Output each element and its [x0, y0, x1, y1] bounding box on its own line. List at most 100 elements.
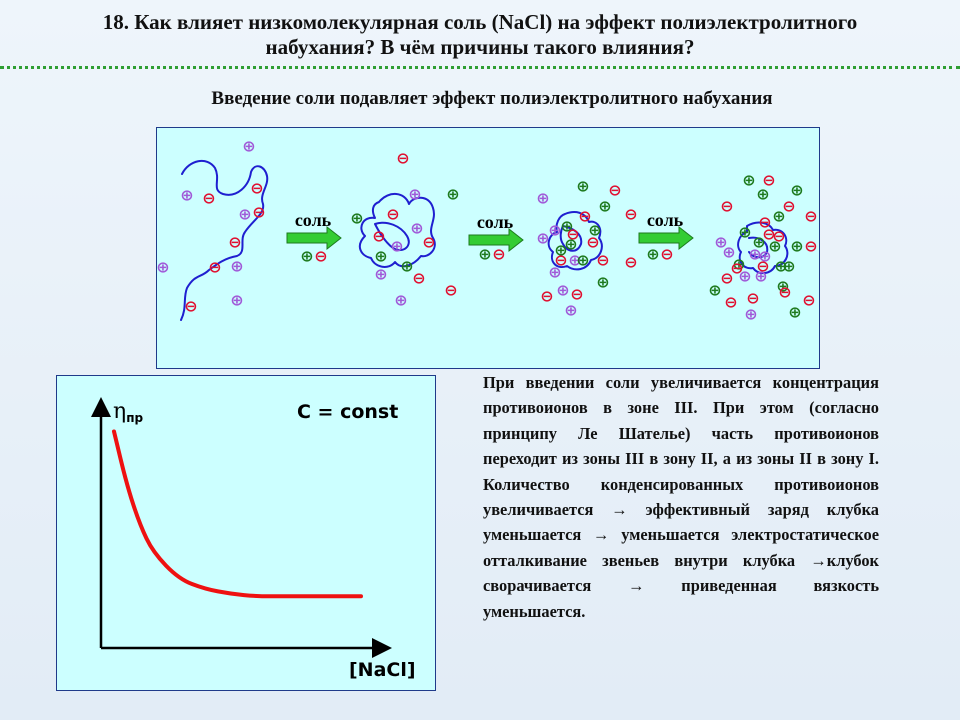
anion-icon: ⊖: [412, 269, 425, 288]
anion-icon: ⊖: [756, 257, 769, 276]
salt-cation-icon: ⊕: [350, 209, 363, 228]
anion-icon: ⊖: [184, 297, 197, 316]
salt-cation-icon: ⊕: [742, 171, 755, 190]
salt-cation-icon: ⊕: [790, 181, 803, 200]
counterion-icon: ⊕: [748, 245, 761, 264]
anion-icon: ⊖: [396, 149, 409, 168]
salt-cation-icon: ⊕: [752, 233, 765, 252]
anion-icon: ⊖: [730, 259, 743, 278]
anion-icon: ⊖: [804, 207, 817, 226]
salt-arrow-label: соль: [477, 212, 514, 232]
salt-cation-icon: ⊕: [598, 197, 611, 216]
anion-icon: ⊖: [314, 247, 327, 266]
counterion-icon: ⊕: [410, 219, 423, 238]
counterion-icon: ⊕: [568, 251, 581, 270]
counterion-icon: ⊕: [536, 229, 549, 248]
polymer-coil-compact: [737, 221, 789, 274]
salt-cation-icon: ⊕: [446, 185, 459, 204]
salt-arrow-icon: [468, 227, 524, 253]
counterion-icon: ⊕: [738, 267, 751, 286]
slide-title-line-2: набухания? В чём причины такого влияния?: [265, 35, 695, 59]
counterion-icon: ⊕: [564, 301, 577, 320]
salt-cation-icon: ⊕: [478, 245, 491, 264]
anion-icon: ⊖: [778, 283, 791, 302]
anion-icon: ⊖: [624, 205, 637, 224]
salt-arrow-label: соль: [295, 210, 332, 230]
salt-arrow-icon: [286, 225, 342, 251]
salt-cation-icon: ⊕: [554, 241, 567, 260]
anion-icon: ⊖: [720, 197, 733, 216]
salt-cation-icon: ⊕: [400, 257, 413, 276]
anion-icon: ⊖: [782, 197, 795, 216]
salt-cation-icon: ⊕: [576, 251, 589, 270]
anion-icon: ⊖: [608, 181, 621, 200]
salt-cation-icon: ⊕: [576, 177, 589, 196]
anion-icon: ⊖: [252, 203, 265, 222]
anion-icon: ⊖: [570, 285, 583, 304]
salt-cation-icon: ⊕: [776, 277, 789, 296]
anion-icon: ⊖: [746, 289, 759, 308]
salt-arrow-icon: [638, 225, 694, 251]
counterion-icon: ⊕: [238, 205, 251, 224]
anion-icon: ⊖: [208, 258, 221, 277]
counterion-icon: ⊕: [548, 221, 561, 240]
counterion-icon: ⊕: [374, 265, 387, 284]
counterion-icon: ⊕: [157, 258, 170, 277]
viscosity-chart: ηпр C = const [NaCl]: [91, 397, 416, 681]
anion-icon: ⊖: [492, 245, 505, 264]
counterion-icon: ⊕: [242, 137, 255, 156]
salt-cation-icon: ⊕: [788, 303, 801, 322]
anion-icon: ⊖: [762, 171, 775, 190]
salt-cation-icon: ⊕: [774, 257, 787, 276]
salt-cation-icon: ⊕: [708, 281, 721, 300]
condition-annotation: C = const: [297, 401, 398, 423]
counterion-icon: ⊕: [230, 291, 243, 310]
anion-icon: ⊖: [444, 281, 457, 300]
anion-icon: ⊖: [762, 225, 775, 244]
counterion-icon: ⊕: [722, 243, 735, 262]
counterion-icon: ⊕: [408, 185, 421, 204]
viscosity-graph-panel: ηпр C = const [NaCl]: [56, 375, 436, 691]
salt-cation-icon: ⊕: [300, 247, 313, 266]
counterion-icon: ⊕: [394, 291, 407, 310]
counterion-icon: ⊕: [180, 186, 193, 205]
anion-icon: ⊖: [720, 269, 733, 288]
anion-icon: ⊖: [578, 207, 591, 226]
salt-cation-icon: ⊕: [738, 223, 751, 242]
anion-icon: ⊖: [596, 251, 609, 270]
polymer-coil-extended: [180, 159, 269, 321]
slide-subtitle: Введение соли подавляет эффект полиэлект…: [211, 88, 773, 109]
anion-icon: ⊖: [772, 227, 785, 246]
salt-cation-icon: ⊕: [768, 237, 781, 256]
counterion-icon: ⊕: [536, 189, 549, 208]
coil-scheme-panel: соль соль соль ⊕ ⊕ ⊖ ⊖ ⊕ ⊖ ⊖ ⊖ ⊕ ⊕ ⊖ ⊕ ⊖ ⊕ ⊕ ⊖ ⊕ ⊕ ⊖ ⊖ ⊕ ⊕ ⊕ ⊕ ⊖ ⊕ ⊖…: [156, 127, 820, 369]
salt-cation-icon: ⊕: [564, 235, 577, 254]
anion-icon: ⊖: [758, 213, 771, 232]
anion-icon: ⊖: [566, 225, 579, 244]
salt-cation-icon: ⊕: [790, 237, 803, 256]
anion-icon: ⊖: [372, 227, 385, 246]
salt-cation-icon: ⊕: [772, 207, 785, 226]
anion-icon: ⊖: [540, 287, 553, 306]
polymer-coil-stage-2: [358, 193, 436, 268]
y-axis-label: ηпр: [113, 399, 143, 425]
counterion-icon: ⊕: [758, 247, 771, 266]
x-axis-label: [NaCl]: [349, 659, 416, 681]
anion-icon: ⊖: [660, 245, 673, 264]
anion-icon: ⊖: [386, 205, 399, 224]
counterion-icon: ⊕: [548, 263, 561, 282]
title-divider: [0, 66, 960, 69]
salt-cation-icon: ⊕: [732, 255, 745, 274]
salt-arrow-label: соль: [647, 210, 684, 230]
anion-icon: ⊖: [250, 179, 263, 198]
anion-icon: ⊖: [202, 189, 215, 208]
salt-cation-icon: ⊕: [782, 257, 795, 276]
anion-icon: ⊖: [802, 291, 815, 310]
counterion-icon: ⊕: [714, 233, 727, 252]
salt-cation-icon: ⊕: [756, 185, 769, 204]
polymer-coil-stage-3: [547, 211, 603, 271]
anion-icon: ⊖: [422, 233, 435, 252]
slide-title: 18. Как влияет низкомолекулярная соль (N…: [0, 10, 960, 60]
counterion-icon: ⊕: [754, 267, 767, 286]
counterion-icon: ⊕: [230, 257, 243, 276]
